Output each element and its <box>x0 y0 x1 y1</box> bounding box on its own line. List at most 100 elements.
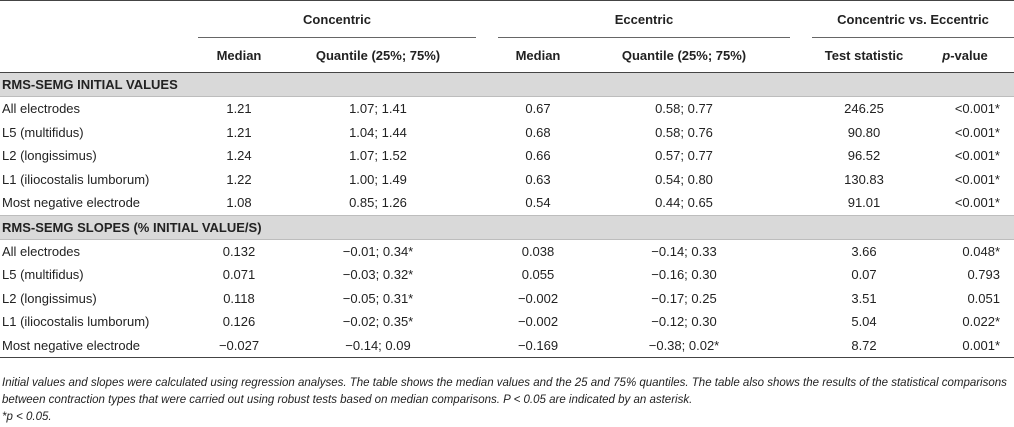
eccentric-quantile: 0.58; 0.76 <box>655 124 713 140</box>
test-statistic: 246.25 <box>844 101 884 117</box>
spacer-cell <box>476 121 498 145</box>
p-value: <0.001* <box>954 195 1000 211</box>
table-row: Most negative electrode 1.08 0.85; 1.26 0.5… <box>0 191 1014 215</box>
spacer-cell <box>476 287 498 311</box>
concentric-median: 0.071 <box>222 267 256 283</box>
concentric-median: 1.21 <box>226 124 252 140</box>
concentric-quantile: −0.02; 0.35* <box>342 314 414 330</box>
concentric-quantile: 1.04; 1.44 <box>349 124 407 140</box>
spacer-cell <box>790 121 812 145</box>
p-value: 0.001* <box>916 333 1014 358</box>
test-statistic: 0.07 <box>851 267 877 283</box>
row-label: All electrodes <box>2 101 81 117</box>
p-value: 0.793 <box>967 267 1000 283</box>
spacer-cell <box>476 310 498 334</box>
concentric-median: 1.22 <box>226 171 252 187</box>
eccentric-median: 0.66 <box>525 148 551 164</box>
table-row: All electrodes 0.132 −0.01; 0.34* 0.038 −0.1… <box>0 239 1014 263</box>
test-statistic: 3.51 <box>851 290 877 306</box>
p-value: <0.001* <box>954 101 1000 117</box>
concentric-quantile: 1.00; 1.49 <box>349 171 407 187</box>
table-row: L1 (iliocostalis lumborum) 1.22 1.00; 1.49… <box>0 168 1014 192</box>
spacer-cell <box>790 310 812 334</box>
group-eccentric: Eccentric <box>498 0 790 38</box>
spacer-cell <box>790 168 812 192</box>
row-label: L2 (longissimus) <box>2 148 97 164</box>
group-comparison: Concentric vs. Eccentric <box>812 0 1014 38</box>
concentric-quantile: 1.07; 1.41 <box>349 101 407 117</box>
concentric-median: 0.118 <box>223 290 255 306</box>
spacer-cell <box>790 263 812 287</box>
concentric-quantile: 0.85; 1.26 <box>349 195 407 211</box>
col-concentric-median: Median <box>198 37 280 73</box>
eccentric-median: −0.002 <box>517 314 559 330</box>
concentric-median: 0.126 <box>222 314 256 330</box>
results-table: Concentric Eccentric Concentric vs. Ecce… <box>0 0 1014 358</box>
col-test-statistic: Test statistic <box>812 37 916 73</box>
test-statistic: 96.52 <box>847 148 881 164</box>
group-concentric: Concentric <box>198 0 476 38</box>
spacer-cell <box>476 239 498 263</box>
concentric-median: 1.24 <box>226 148 252 164</box>
spacer-cell <box>476 333 498 358</box>
eccentric-median: 0.67 <box>525 101 551 117</box>
test-statistic: 90.80 <box>847 124 881 140</box>
eccentric-quantile: 0.57; 0.77 <box>655 148 713 164</box>
spacer-cell <box>790 191 812 215</box>
eccentric-median: −0.002 <box>517 290 559 306</box>
table-row: L5 (multifidus) 0.071 −0.03; 0.32* 0.055 −0.… <box>0 263 1014 287</box>
col-eccentric-quantile: Quantile (25%; 75%) <box>578 37 790 73</box>
row-label: L5 (multifidus) <box>2 267 84 283</box>
p-rest: -value <box>950 47 988 63</box>
test-statistic: 91.01 <box>847 195 881 211</box>
eccentric-median: 0.038 <box>521 243 555 259</box>
test-statistic: 3.66 <box>851 243 877 259</box>
eccentric-median: −0.169 <box>498 333 578 358</box>
p-value: <0.001* <box>954 124 1000 140</box>
test-statistic: 130.83 <box>844 171 884 187</box>
p-value: <0.001* <box>954 148 1000 164</box>
spacer-cell <box>790 287 812 311</box>
concentric-median: 1.21 <box>226 101 252 117</box>
eccentric-quantile: 0.44; 0.65 <box>655 195 713 211</box>
section-title: RMS-SEMG SLOPES (% INITIAL VALUE/S) <box>0 214 1014 240</box>
row-label: Most negative electrode <box>2 195 141 211</box>
section-header: RMS-SEMG INITIAL VALUES <box>0 72 1014 97</box>
table-row: All electrodes 1.21 1.07; 1.41 0.67 0.58; 0.… <box>0 97 1014 121</box>
row-label: L1 (iliocostalis lumborum) <box>2 171 150 187</box>
concentric-quantile: −0.01; 0.34* <box>342 243 414 259</box>
p-value: 0.051 <box>967 290 1000 306</box>
col-p-value: p-value <box>916 37 1014 73</box>
row-label: L1 (iliocostalis lumborum) <box>2 314 150 330</box>
concentric-quantile: −0.03; 0.32* <box>342 267 414 283</box>
spacer-cell <box>476 144 498 168</box>
table-row: L1 (iliocostalis lumborum) 0.126 −0.02; 0.… <box>0 310 1014 334</box>
section-header: RMS-SEMG SLOPES (% INITIAL VALUE/S) <box>0 214 1014 240</box>
footnote-star: *p < 0.05. <box>2 411 52 423</box>
p-italic: p <box>942 47 951 63</box>
eccentric-quantile: −0.14; 0.33 <box>651 243 717 259</box>
section-title: RMS-SEMG INITIAL VALUES <box>0 72 1014 97</box>
p-value: 0.022* <box>962 314 1000 330</box>
test-statistic: 8.72 <box>812 333 916 358</box>
spacer-cell <box>790 97 812 121</box>
row-label: L5 (multifidus) <box>2 124 84 140</box>
table-row: L5 (multifidus) 1.21 1.04; 1.44 0.68 0.58; 0… <box>0 121 1014 145</box>
spacer-cell <box>476 97 498 121</box>
table-row: L2 (longissimus) 1.24 1.07; 1.52 0.66 0.57; … <box>0 144 1014 168</box>
eccentric-median: 0.055 <box>521 267 555 283</box>
concentric-median: −0.027 <box>198 333 280 358</box>
eccentric-quantile: −0.38; 0.02* <box>578 333 790 358</box>
footnote-text: Initial values and slopes were calculate… <box>2 377 1007 406</box>
table-row: Most negative electrode −0.027 −0.14; 0.09… <box>0 333 1014 358</box>
spacer-cell <box>476 168 498 192</box>
concentric-quantile: −0.14; 0.09 <box>280 333 476 358</box>
row-label: L2 (longissimus) <box>2 290 97 306</box>
p-value: 0.048* <box>962 243 1000 259</box>
col-concentric-quantile: Quantile (25%; 75%) <box>280 37 476 73</box>
spacer-cell <box>476 263 498 287</box>
eccentric-quantile: −0.17; 0.25 <box>651 290 717 306</box>
concentric-quantile: −0.05; 0.31* <box>342 290 414 306</box>
eccentric-quantile: 0.58; 0.77 <box>655 101 713 117</box>
